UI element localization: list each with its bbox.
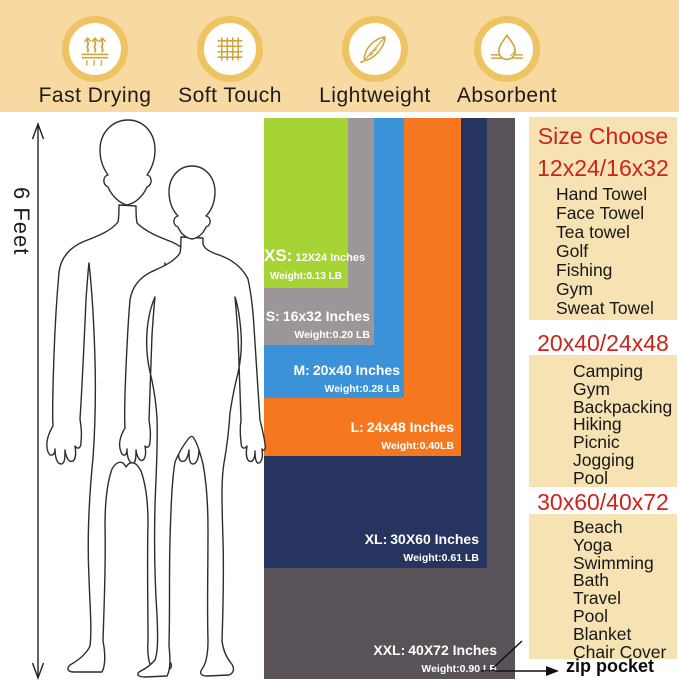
- size-guide-card-medium: Camping Gym Backpacking Hiking Picnic Jo…: [529, 355, 677, 487]
- list-item: Gym: [573, 378, 610, 399]
- list-item: Bath: [573, 570, 609, 591]
- list-item: Pool: [573, 605, 609, 626]
- size-group-heading: 12x24/16x32: [537, 155, 669, 181]
- feature-label: Absorbent: [456, 84, 558, 107]
- soft-touch-icon: [197, 16, 263, 82]
- height-scale-arrow: [31, 121, 45, 681]
- towel-m-label: M: 20x40 Inches Weight:0.28 LB: [293, 362, 401, 395]
- list-item: Golf: [556, 241, 589, 261]
- list-item: Yoga: [573, 534, 613, 555]
- towel-s-label: S: 16x32 Inches Weight:0.20 LB: [265, 308, 370, 341]
- list-item: Jogging: [573, 449, 635, 470]
- water-drop-icon: [474, 16, 540, 82]
- feature-label: Fast Drying: [38, 84, 152, 107]
- size-group-heading: 30x60/40x72: [537, 489, 669, 515]
- six-feet-label: 6 Feet: [9, 187, 34, 255]
- size-guide-card-small: Size Choose 12x24/16x32 Hand Towel Face …: [529, 117, 677, 320]
- list-item: Backpacking: [573, 396, 673, 417]
- size-group-heading: 20x40/24x48: [537, 330, 669, 356]
- size-guide-card-large: Beach Yoga Swimming Bath Travel Pool Bla…: [529, 514, 677, 661]
- list-item: Travel: [573, 588, 621, 609]
- feature-banner: Fast Drying Soft Touch Lightweight: [0, 0, 679, 112]
- feature-label: Soft Touch: [178, 84, 282, 107]
- list-item: Swimming: [573, 552, 654, 573]
- man-body-outline: [46, 204, 208, 673]
- zip-pocket-label: zip pocket: [566, 656, 655, 676]
- feature-fast-drying: Fast Drying: [20, 0, 170, 108]
- list-item: Hiking: [573, 414, 622, 435]
- list-item: Sweat Towel: [556, 298, 654, 318]
- woman-body-outline: [118, 236, 266, 678]
- list-item: Tea towel: [556, 222, 630, 242]
- list-item: Blanket: [573, 623, 632, 644]
- towel-l-label: L: 24x48 Inches Weight:0.40LB: [350, 419, 454, 452]
- towel-xs-label: XS: 12X24 Inches Weight:0.13 LB: [264, 246, 366, 282]
- list-item: Beach: [573, 517, 623, 537]
- towel-xxl-label: XXL: 40X72 Inches Weight:0.90 LB: [373, 642, 497, 675]
- size-group-list: Camping Gym Backpacking Hiking Picnic Jo…: [529, 359, 677, 488]
- man-head-outline: [99, 119, 156, 206]
- feature-label: Lightweight: [319, 84, 431, 107]
- list-item: Picnic: [573, 432, 620, 453]
- towel-xl-label: XL: 30X60 Inches Weight:0.61 LB: [364, 531, 479, 564]
- zip-pocket-arrowhead: [546, 666, 559, 676]
- list-item: Chair Cover: [573, 641, 667, 662]
- size-group-list: Beach Yoga Swimming Bath Travel Pool Bla…: [529, 518, 677, 661]
- feature-soft-touch: Soft Touch: [155, 0, 305, 108]
- size-group-list: Hand Towel Face Towel Tea towel Golf Fis…: [529, 185, 677, 318]
- list-item: Pool: [573, 467, 609, 488]
- list-item: Face Towel: [556, 203, 645, 223]
- fast-drying-icon: [62, 16, 128, 82]
- woman-head-outline: [168, 165, 216, 240]
- list-item: Hand Towel: [556, 184, 648, 204]
- feature-absorbent: Absorbent: [432, 0, 582, 108]
- feature-lightweight: Lightweight: [300, 0, 450, 108]
- feather-icon: [342, 16, 408, 82]
- towel-xs: XS: 12X24 Inches Weight:0.13 LB: [264, 118, 366, 288]
- size-guide-title: Size Choose: [537, 123, 669, 149]
- list-item: Gym: [556, 279, 593, 299]
- list-item: Camping: [573, 361, 644, 381]
- list-item: Fishing: [556, 260, 613, 280]
